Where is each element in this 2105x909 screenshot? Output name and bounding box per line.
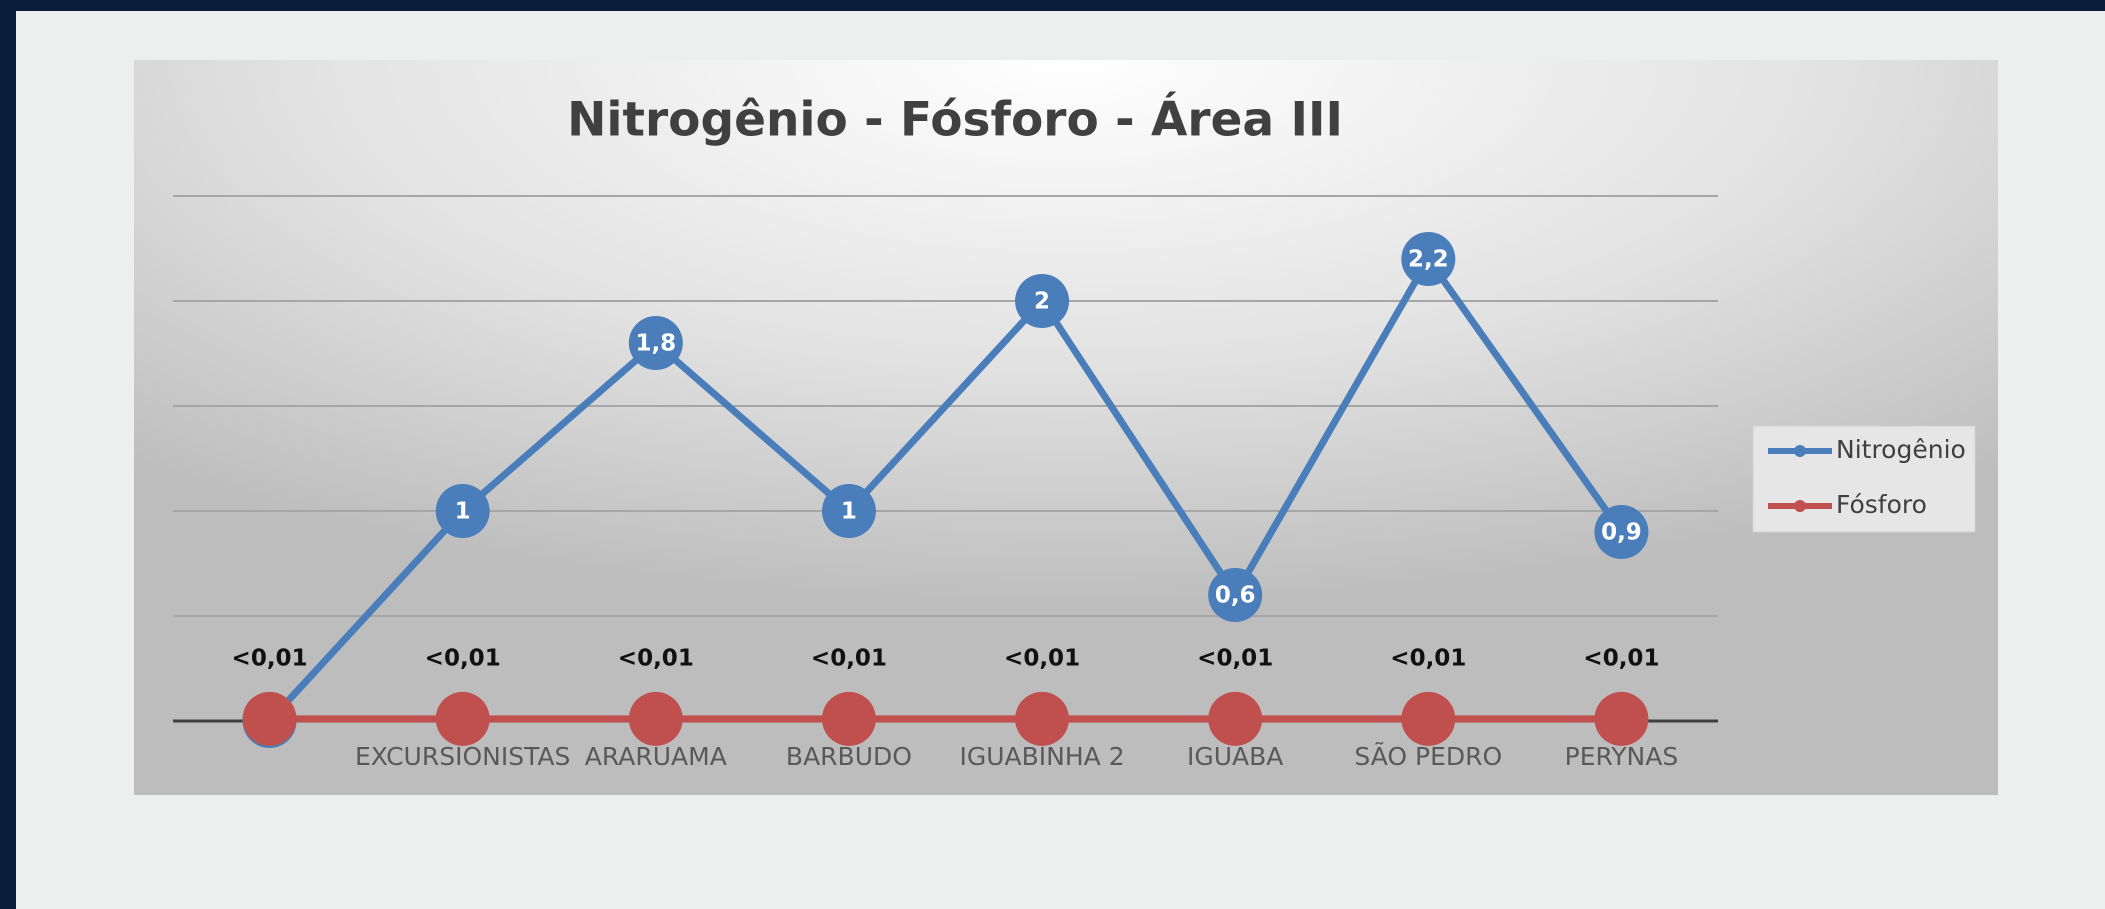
chart-area xyxy=(134,60,1998,795)
x-tick-label: EXCURSIONISTAS xyxy=(355,742,570,771)
data-label: 2 xyxy=(1034,289,1050,315)
marker xyxy=(1594,691,1649,746)
x-tick-label: IGUABA xyxy=(1187,742,1283,771)
data-label: <0,01 xyxy=(1197,645,1273,671)
data-label: 1,8 xyxy=(635,331,676,357)
marker xyxy=(1594,505,1649,559)
marker xyxy=(1401,691,1456,746)
data-label: 2,2 xyxy=(1408,247,1449,273)
data-label: 0,6 xyxy=(1215,583,1256,609)
marker xyxy=(435,484,490,538)
data-label: <0,01 xyxy=(425,645,501,671)
data-label: 1 xyxy=(841,499,857,525)
data-label: <0,01 xyxy=(1004,645,1080,671)
data-label: 0,9 xyxy=(1601,520,1642,546)
data-label: <0,01 xyxy=(811,645,887,671)
x-tick-label: IGUABINHA 2 xyxy=(960,742,1125,771)
legend-marker xyxy=(1794,500,1806,512)
chart-title: Nitrogênio - Fósforo - Área III xyxy=(567,93,1343,148)
x-tick-label: PERYNAS xyxy=(1565,742,1679,771)
legend xyxy=(1752,425,1976,533)
marker xyxy=(1401,232,1456,286)
marker xyxy=(1208,568,1263,622)
marker xyxy=(1015,274,1070,328)
series-line xyxy=(266,255,1625,724)
marker xyxy=(1208,691,1263,746)
data-label: <0,01 xyxy=(232,645,308,671)
marker xyxy=(821,691,876,746)
data-label: 1 xyxy=(455,499,471,525)
x-tick-label: BARBUDO xyxy=(786,742,912,771)
marker xyxy=(242,691,297,746)
marker xyxy=(1015,691,1070,746)
x-tick-label: SÃO PEDRO xyxy=(1354,741,1502,771)
marker xyxy=(435,691,490,746)
legend-marker xyxy=(1794,445,1806,457)
x-tick-label: ARARUAMA xyxy=(585,742,727,771)
data-label: <0,01 xyxy=(618,645,694,671)
marker xyxy=(821,484,876,538)
data-label: <0,01 xyxy=(1583,645,1659,671)
marker xyxy=(628,691,683,746)
legend-label: Nitrogênio xyxy=(1836,435,1966,464)
marker xyxy=(628,316,683,370)
legend-label: Fósforo xyxy=(1836,490,1927,519)
data-label: <0,01 xyxy=(1390,645,1466,671)
